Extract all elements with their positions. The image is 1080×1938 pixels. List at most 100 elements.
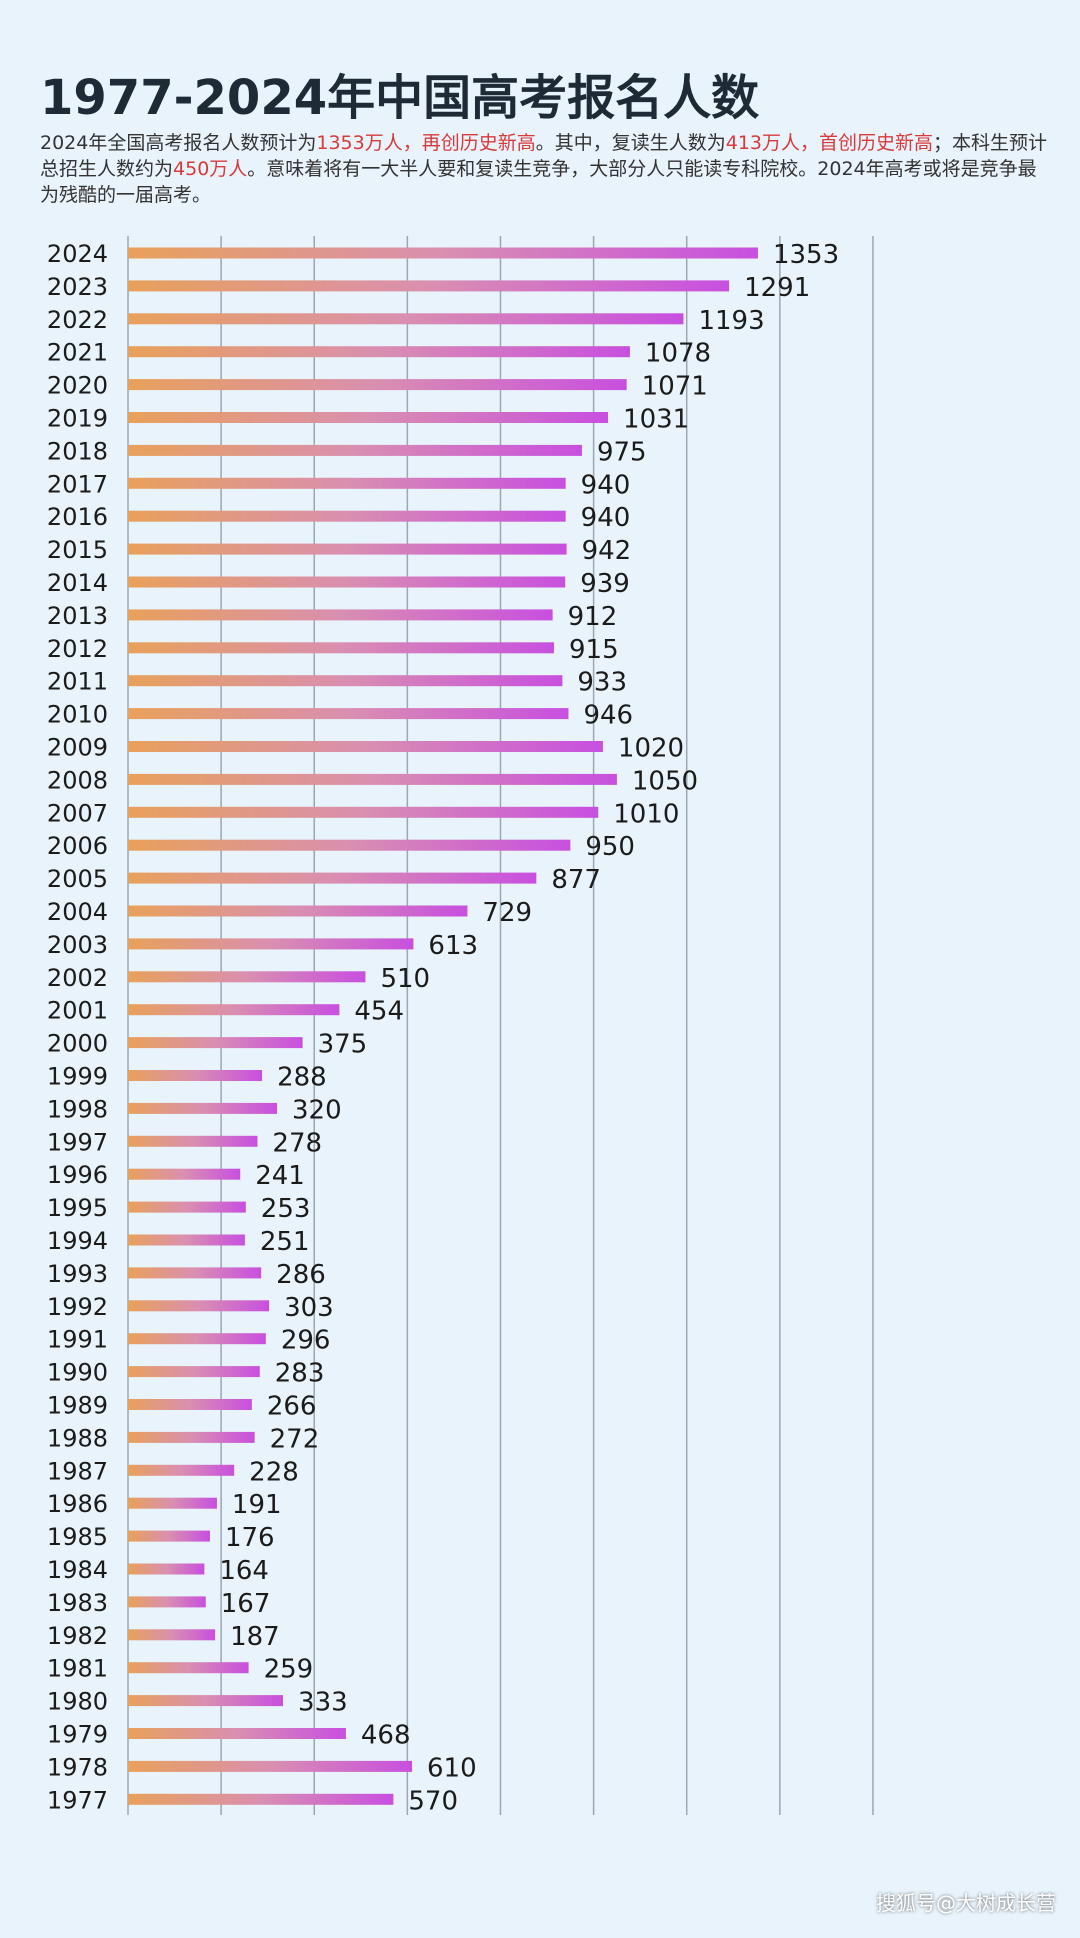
value-label: 253: [261, 1194, 311, 1224]
bar: [128, 280, 730, 292]
year-label: 1990: [47, 1359, 108, 1387]
bar: [128, 1563, 205, 1575]
value-label: 333: [298, 1688, 348, 1718]
year-label: 2014: [47, 569, 108, 597]
highlight-text: 450万人: [173, 158, 248, 180]
year-label: 2000: [47, 1030, 108, 1058]
year-label: 2011: [47, 668, 108, 696]
year-label: 2019: [47, 405, 108, 433]
bar: [128, 905, 468, 917]
bar: [128, 379, 627, 391]
value-label: 241: [255, 1161, 305, 1191]
value-label: 942: [582, 536, 632, 566]
bar: [128, 346, 630, 358]
year-label: 2002: [47, 964, 108, 992]
value-label: 278: [272, 1128, 322, 1158]
year-label: 2007: [47, 799, 108, 827]
bar: [128, 806, 599, 818]
value-label: 912: [568, 602, 618, 632]
bar: [128, 675, 563, 687]
year-label: 1996: [47, 1161, 108, 1189]
value-label: 191: [232, 1490, 282, 1520]
bar: [128, 1662, 249, 1674]
value-label: 613: [428, 931, 478, 961]
year-label: 2008: [47, 766, 108, 794]
bar: [128, 1399, 252, 1410]
value-label: 164: [219, 1556, 269, 1586]
year-label: 2001: [47, 997, 108, 1025]
value-label: 940: [581, 503, 631, 533]
bar: [128, 1267, 262, 1279]
value-label: 915: [569, 635, 619, 665]
year-label: 2017: [47, 470, 108, 498]
value-label: 303: [284, 1293, 334, 1323]
year-label: 2003: [47, 931, 108, 959]
year-label: 2010: [47, 701, 108, 729]
value-label: 468: [361, 1721, 411, 1751]
year-label: 1987: [47, 1457, 108, 1485]
bar: [128, 412, 609, 423]
year-label: 2024: [47, 240, 108, 268]
year-label: 2005: [47, 865, 108, 893]
value-label: 1291: [744, 273, 810, 303]
value-label: 375: [318, 1030, 368, 1060]
value-label: 933: [577, 668, 627, 698]
year-label: 1978: [47, 1753, 108, 1781]
year-label: 1980: [47, 1688, 108, 1716]
bar: [128, 1695, 284, 1707]
value-label: 939: [580, 569, 630, 599]
bar: [128, 1530, 210, 1542]
value-label: 1071: [642, 372, 708, 402]
highlight-text: 413万人，首创历史新高: [725, 132, 934, 154]
bar: [128, 1102, 277, 1114]
description: 2024年全国高考报名人数预计为1353万人，再创历史新高。其中，复读生人数为4…: [40, 130, 1050, 208]
bar: [128, 938, 414, 950]
value-label: 187: [230, 1622, 280, 1652]
value-label: 283: [275, 1359, 325, 1389]
desc-text: 。其中，复读生人数为: [535, 132, 726, 154]
year-label: 1991: [47, 1326, 108, 1354]
bar: [128, 1793, 394, 1805]
year-label: 2006: [47, 832, 108, 860]
value-label: 454: [354, 997, 404, 1027]
value-label: 296: [281, 1326, 331, 1356]
bar: [128, 1760, 413, 1772]
value-label: 510: [380, 964, 430, 994]
value-label: 176: [225, 1523, 275, 1553]
year-label: 1979: [47, 1721, 108, 1749]
year-label: 2016: [47, 503, 108, 531]
value-label: 1078: [645, 339, 711, 369]
year-label: 1998: [47, 1095, 108, 1123]
year-label: 2021: [47, 339, 108, 367]
bar: [128, 1497, 217, 1509]
bar: [128, 1464, 235, 1476]
value-label: 288: [277, 1063, 327, 1093]
value-label: 729: [482, 898, 532, 928]
year-label: 1992: [47, 1293, 108, 1321]
bar: [128, 1596, 206, 1608]
value-label: 320: [292, 1095, 342, 1125]
value-label: 1050: [632, 766, 698, 796]
bar: [128, 609, 553, 621]
value-label: 251: [260, 1227, 310, 1257]
bar: [128, 1070, 263, 1081]
year-label: 2022: [47, 306, 108, 334]
value-label: 1353: [773, 240, 839, 270]
year-label: 1981: [47, 1655, 108, 1683]
value-label: 1020: [618, 734, 684, 764]
desc-text: 。意味着将有一大半人要和复读生竞争，大部分人只能读专科院校。2024年高考或将是…: [40, 158, 1037, 206]
bar: [128, 576, 566, 588]
bar: [128, 1234, 245, 1246]
year-label: 1982: [47, 1622, 108, 1650]
bar: [128, 1037, 303, 1049]
bar: [128, 1135, 258, 1147]
bar: [128, 1333, 266, 1345]
year-label: 2013: [47, 602, 108, 630]
value-label: 610: [427, 1753, 477, 1783]
value-label: 877: [551, 865, 601, 895]
bar: [128, 444, 582, 456]
year-label: 2015: [47, 536, 108, 564]
year-label: 1999: [47, 1063, 108, 1091]
value-label: 1010: [613, 799, 679, 829]
